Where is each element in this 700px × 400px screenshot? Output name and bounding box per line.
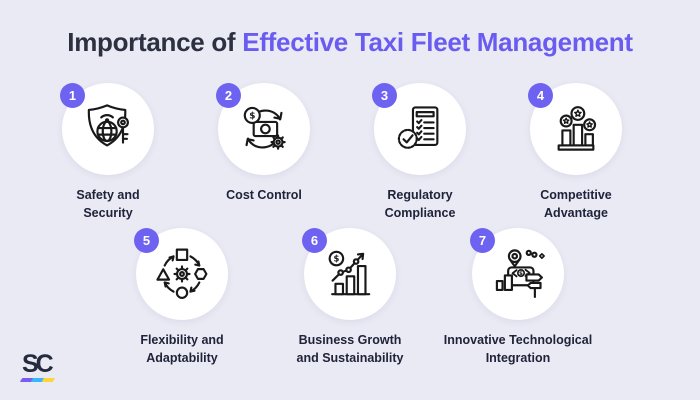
checklist-seal-icon — [397, 106, 439, 149]
icon-circle: 2 $ — [216, 83, 310, 175]
podium-medals-icon — [557, 106, 597, 151]
icon-circle: 4 — [528, 83, 622, 175]
item-label: Innovative Technological Integration — [443, 333, 593, 366]
svg-text:$: $ — [519, 271, 523, 277]
item-cost-control: 2 $ Cost Control — [186, 83, 342, 222]
item-flexibility-and-adaptability: 5 Flexibility and Adaptability — [98, 228, 266, 367]
item-label: Competitive Advantage — [540, 188, 612, 221]
items-row-1: 1 Safety and Security 2 — [30, 83, 654, 222]
brand-logo: SC — [19, 350, 56, 382]
icon-circle: 1 — [60, 83, 154, 175]
shapes-cycle-gear-icon — [156, 248, 208, 299]
item-label: Regulatory Compliance — [384, 188, 456, 221]
item-number-badge: 1 — [60, 83, 85, 108]
icon-circle: 3 — [372, 83, 466, 175]
money-cycle-gear-icon: $ — [243, 106, 286, 150]
item-number-badge: 3 — [372, 83, 397, 108]
svg-text:$: $ — [333, 254, 339, 264]
brand-logo-text: SC — [22, 350, 54, 378]
svg-text:$: $ — [249, 112, 255, 122]
item-business-growth-and-sustainability: 6 $ Business Growth and Sustainability — [266, 228, 434, 367]
items-row-2: 5 Flexibility and Adaptability 6 — [98, 228, 602, 367]
growth-chart-dollar-icon: $ — [328, 250, 371, 296]
brand-logo-underline — [19, 378, 56, 382]
shield-globe-key-icon — [87, 104, 129, 147]
icon-circle: 5 — [134, 228, 228, 320]
item-label: Cost Control — [226, 188, 302, 202]
connected-fleet-tech-icon: $ — [495, 249, 545, 299]
page-title: Importance of Effective Taxi Fleet Manage… — [0, 27, 700, 58]
icon-circle: 7 $ — [470, 228, 564, 320]
title-highlight: Effective Taxi Fleet Management — [242, 27, 633, 57]
item-number-badge: 2 — [216, 83, 241, 108]
icon-circle: 6 $ — [302, 228, 396, 320]
item-number-badge: 4 — [528, 83, 553, 108]
item-label: Business Growth and Sustainability — [296, 333, 404, 366]
item-number-badge: 6 — [302, 228, 327, 253]
item-number-badge: 5 — [134, 228, 159, 253]
item-label: Safety and Security — [76, 188, 140, 221]
item-innovative-technological-integration: 7 $ Innovative Technological Integ — [434, 228, 602, 367]
item-label: Flexibility and Adaptability — [140, 333, 224, 366]
item-competitive-advantage: 4 Competitive Advantage — [498, 83, 654, 222]
item-number-badge: 7 — [470, 228, 495, 253]
item-safety-and-security: 1 Safety and Security — [30, 83, 186, 222]
item-regulatory-compliance: 3 Regulatory Compliance — [342, 83, 498, 222]
title-prefix: Importance of — [67, 27, 236, 57]
